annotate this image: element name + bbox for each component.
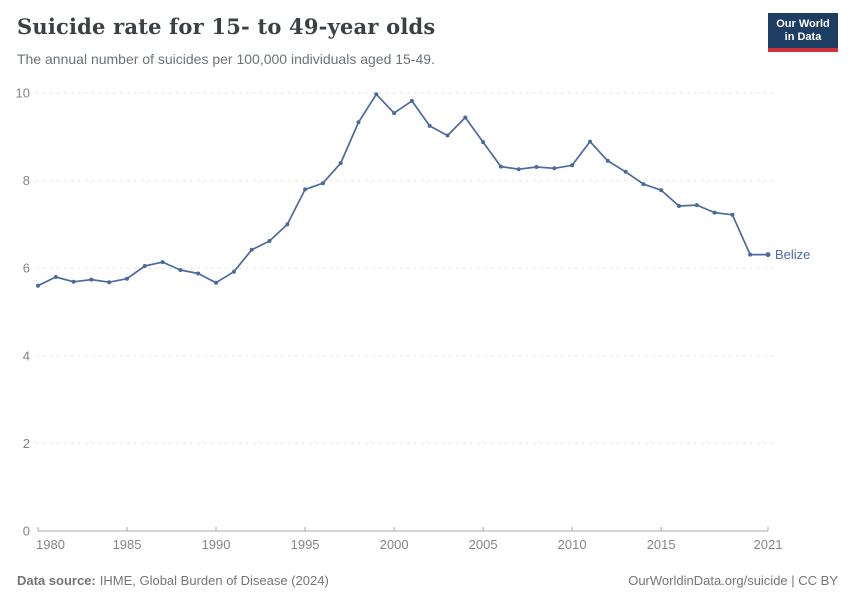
data-point <box>89 277 94 282</box>
data-point <box>374 92 379 97</box>
y-tick-label: 2 <box>23 436 30 451</box>
x-tick-label: 1980 <box>36 537 65 552</box>
x-tick-label: 1995 <box>291 537 320 552</box>
data-point <box>694 203 699 208</box>
data-point <box>605 158 610 163</box>
data-point <box>765 252 771 258</box>
data-point <box>267 239 272 243</box>
data-point <box>641 182 646 187</box>
owid-logo-line1: Our World <box>776 18 830 30</box>
data-point <box>231 269 236 274</box>
x-tick-label: 2015 <box>647 537 676 552</box>
data-source: Data source: IHME, Global Burden of Disea… <box>17 573 329 588</box>
y-tick-label: 6 <box>23 261 30 276</box>
series-line <box>37 93 769 287</box>
data-point <box>445 133 450 138</box>
y-tick-label: 4 <box>23 348 30 363</box>
data-point <box>249 247 254 252</box>
data-point <box>125 276 129 281</box>
y-tick-label: 8 <box>23 173 30 188</box>
chart-footer: Data source: IHME, Global Burden of Disea… <box>17 573 838 588</box>
data-source-label: Data source: <box>17 573 96 588</box>
chart-canvas: 0 2 4 6 8 10 1980 1985 1990 1995 2000 2005 2010 2015 2… <box>16 86 811 553</box>
data-point <box>570 163 575 168</box>
page-title: Suicide rate for 15- to 49-year olds <box>17 14 436 39</box>
data-point <box>196 271 201 276</box>
data-point <box>338 161 343 166</box>
data-point <box>36 283 40 288</box>
x-tick-label: 1985 <box>113 537 142 552</box>
owid-logo-line2: in Data <box>784 31 822 43</box>
data-point <box>659 188 664 193</box>
data-point <box>214 280 218 285</box>
data-point <box>712 210 717 215</box>
data-point <box>160 260 165 265</box>
series-label: Belize <box>775 247 810 262</box>
x-tick-label: 2010 <box>558 537 587 552</box>
data-point <box>427 123 432 128</box>
data-point <box>142 264 147 268</box>
data-point <box>320 181 325 186</box>
data-point <box>178 268 183 272</box>
data-source-text: IHME, Global Burden of Disease (2024) <box>99 573 329 588</box>
data-point <box>71 279 76 284</box>
data-point <box>516 167 521 172</box>
data-point <box>107 280 112 285</box>
data-point <box>392 111 397 116</box>
data-point <box>356 120 361 125</box>
data-point <box>285 222 290 227</box>
data-point <box>498 164 503 169</box>
data-point <box>677 204 681 208</box>
data-point <box>730 212 735 217</box>
data-point <box>552 166 557 171</box>
x-tick-label: 2021 <box>754 537 783 552</box>
credit-link: OurWorldinData.org/suicide | CC BY <box>628 573 838 588</box>
data-point <box>481 140 486 145</box>
data-point <box>623 169 628 174</box>
x-tick-label: 2005 <box>469 537 498 552</box>
data-point <box>463 115 468 120</box>
data-point <box>534 165 539 169</box>
chart-subtitle: The annual number of suicides per 100,00… <box>17 51 435 67</box>
data-point <box>303 187 308 192</box>
data-point <box>588 139 592 144</box>
y-tick-label: 10 <box>16 86 30 101</box>
owid-logo: Our World in Data <box>768 13 838 52</box>
x-tick-label: 1990 <box>202 537 231 552</box>
data-point <box>409 98 414 103</box>
x-tick-label: 2000 <box>380 537 409 552</box>
y-tick-label: 0 <box>23 524 30 539</box>
data-point <box>53 275 58 279</box>
data-point <box>748 252 753 257</box>
